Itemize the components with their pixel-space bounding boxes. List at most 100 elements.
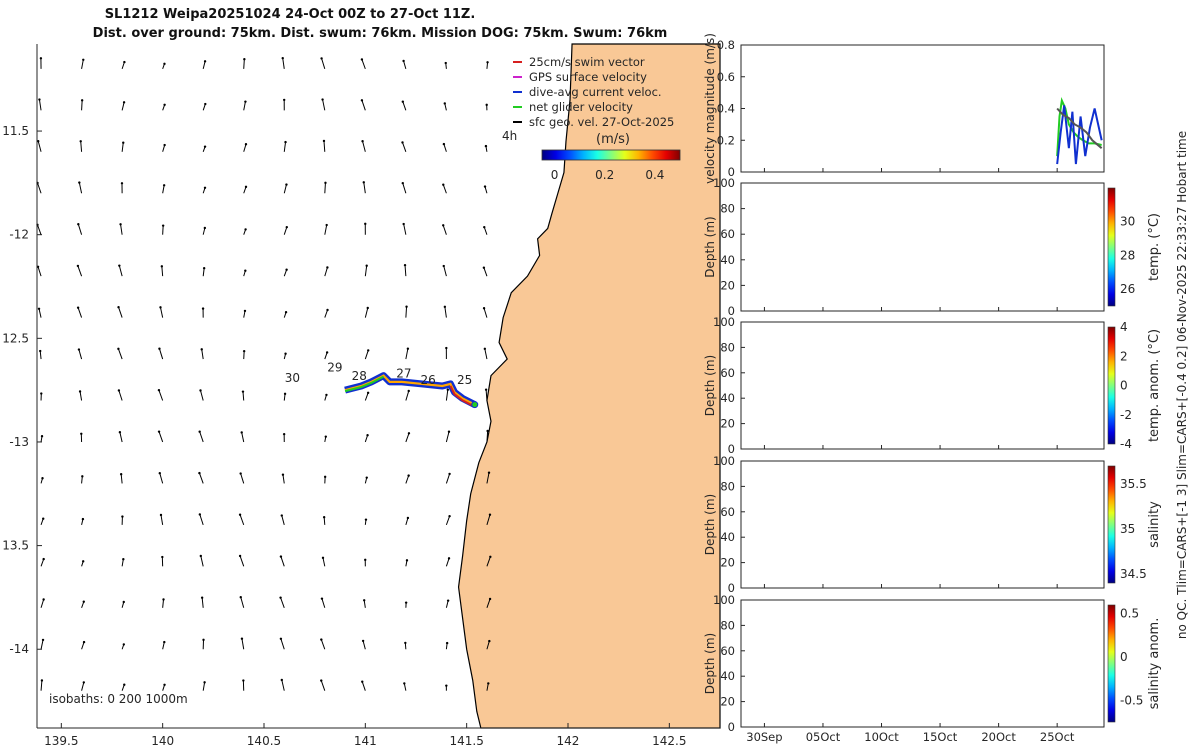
arrow-head [283,392,287,396]
arrow-head [163,103,166,107]
arrow-head [157,388,161,392]
arrow-head [321,98,324,101]
velocity-arrow [78,349,83,360]
arrow-head [201,307,205,310]
arrow-head [39,349,42,353]
velocity-arrow [280,597,285,608]
land-mass [457,43,721,729]
velocity-arrow [37,182,42,194]
velocity-arrow [322,99,326,111]
arrow-head [80,432,83,435]
arrow-head [161,224,165,227]
arrow-head [488,513,492,516]
arrow-head [79,140,82,143]
arrow-head [325,393,328,397]
arrow-head [198,513,202,516]
arrow-head [284,310,288,314]
legend-label: GPS surface velocity [529,70,647,84]
velocity-arrow [161,266,164,277]
velocity-arrow [402,142,407,152]
y-axis-label: Depth (m) [703,494,717,555]
velocity-arrow [77,224,83,235]
velocity-arrow [158,348,164,360]
arrow-head [361,680,364,683]
x-tick-label: 30Sep [746,730,782,744]
y-tick-label: 0.4 [717,102,735,116]
velocity-arrow [81,59,84,69]
arrow-head [362,181,365,184]
arrow-head [203,60,207,63]
arrow-head [82,681,86,684]
arrow-head [122,643,126,646]
arrow-head [120,182,124,185]
y-tick-label: 40 [720,253,735,267]
arrow-head [282,98,286,102]
y-tick-label: 100 [713,315,735,329]
colorbar-tick-label: -4 [1120,437,1132,451]
velocity-arrow [442,225,447,235]
arrow-head [320,679,323,682]
velocity-arrow [283,184,287,194]
velocity-arrow [200,555,204,567]
arrow-head [203,681,206,684]
arrow-head [406,516,410,520]
arrow-head [281,56,284,60]
colorbar-tick-label: 34.5 [1120,567,1147,581]
velocity-arrow [485,389,488,401]
arrow-head [239,472,242,475]
velocity-arrow [445,431,450,443]
velocity-arrow [37,266,42,277]
velocity-arrow [282,474,285,484]
arrow-head [404,601,408,604]
velocity-arrow [486,472,490,484]
arrow-head [285,183,288,186]
arrow-head [163,683,166,687]
arrow-head [485,103,488,107]
velocity-arrow [162,599,165,608]
colorbar-tick-label: 0.4 [645,168,664,182]
arrow-head [82,600,85,603]
velocity-arrow [486,556,491,567]
arrow-head [163,62,166,66]
velocity-arrow [405,390,410,401]
arrow-head [444,61,447,65]
arrow-head [442,142,446,146]
arrow-head [81,560,85,563]
x-tick-label: 10Oct [864,730,899,744]
colorbar-title: temp. anom. (°C) [1147,329,1162,442]
arrow-head [161,555,164,559]
velocity-arrow [243,101,246,111]
arrow-head [447,557,451,560]
y-tick-label: 20 [720,695,735,709]
velocity-arrow [363,600,366,608]
arrow-head [243,309,247,313]
velocity-arrow [79,391,83,401]
arrow-head [203,186,207,189]
day-label: 30 [285,371,300,385]
time-panel-2: 26 28 30 temp. (°C) 0 20 40 60 80 100 Depth (m) [703,176,1162,318]
velocity-arrow [240,473,245,484]
velocity-arrow [321,598,326,608]
y-tick-label: 12.5 [2,331,29,345]
arrow-head [362,599,366,602]
panel-colorbar [1107,326,1116,445]
velocity-arrow [486,683,489,691]
colorbar-tick-label: 35 [1120,522,1135,536]
y-tick-label: 40 [720,669,735,683]
arrow-head [118,431,122,434]
velocity-series [1056,107,1103,149]
y-tick-label: 60 [720,227,735,241]
arrow-head [78,390,82,393]
arrow-head [77,222,80,226]
velocity-arrow [162,641,165,650]
velocity-arrow [403,60,407,70]
y-tick-label: 11.5 [2,124,29,138]
arrow-head [242,349,246,353]
arrow-head [488,597,492,601]
y-tick-label: 80 [720,202,735,216]
velocity-arrow [402,183,407,194]
velocity-arrow [405,517,409,526]
